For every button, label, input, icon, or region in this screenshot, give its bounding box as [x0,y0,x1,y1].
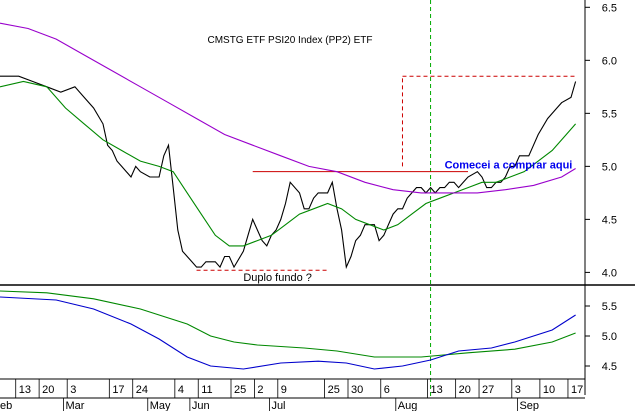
y-tick-label: 6.0 [602,55,617,67]
x-tick-label: 20 [42,384,54,396]
chart-title: CMSTG ETF PSI20 Index (PP2) ETF [207,35,372,46]
month-label: Mar [66,400,85,411]
y-tick-label: 5.5 [602,301,617,313]
x-tick-label: 30 [351,384,363,396]
y-tick-label: 6.5 [602,2,617,14]
series-line-price [0,75,577,270]
bottom-indicator-panel: 5.5 5.0 4.5 [0,290,617,373]
y-tick-label: 5.0 [602,331,617,343]
y-tick-label: 4.0 [602,267,617,279]
x-tick-label: 24 [136,384,148,396]
y-tick-label: 4.5 [602,214,617,226]
top-price-panel: CMSTG ETF PSI20 Index (PP2) ETF 6.5 6.0 5.5… [0,0,635,397]
x-tick-label: 10 [543,384,555,396]
x-tick-label: 2 [257,384,263,396]
y-tick-label: 5.0 [602,161,617,173]
series-line-ma_long [0,22,576,194]
annotation-label: ↑ [524,159,530,171]
y-tick-label: 4.5 [602,361,617,373]
month-label: May [150,400,171,411]
x-tick-label: 25 [234,384,246,396]
x-tick-label: 3 [515,384,521,396]
month-label: Aug [398,400,418,411]
x-tick-label: 6 [384,384,390,396]
annotation-label: Comecei a comprar aqui [445,159,573,171]
x-tick-label: 13 [19,384,31,396]
x-tick-label: 25 [328,384,340,396]
x-axis: 13 20 3 17 24 4 11 25 2 9 25 30 6 13 20 27 3 10 17 eb Mar May… [0,378,585,411]
x-tick-label: 11 [201,384,212,396]
month-label: eb [0,400,12,411]
x-tick-label: 4 [178,384,184,396]
x-tick-label: 20 [459,384,471,396]
x-tick-label: 3 [70,384,76,396]
x-tick-label: 27 [482,384,494,396]
month-label: Jun [192,400,210,411]
x-tick-label: 17 [112,384,124,396]
month-label: Jul [271,400,285,411]
x-tick-label: 17 [571,384,583,396]
x-tick-label: 9 [281,384,287,396]
month-label: Sep [519,400,539,411]
series-line-green [0,290,576,358]
x-tick-label: 13 [431,384,443,396]
y-tick-label: 5.5 [602,108,617,120]
series-line-blue [0,296,576,370]
annotation-label: Duplo fundo ? [243,272,311,284]
series-line-ma_short [0,80,577,247]
